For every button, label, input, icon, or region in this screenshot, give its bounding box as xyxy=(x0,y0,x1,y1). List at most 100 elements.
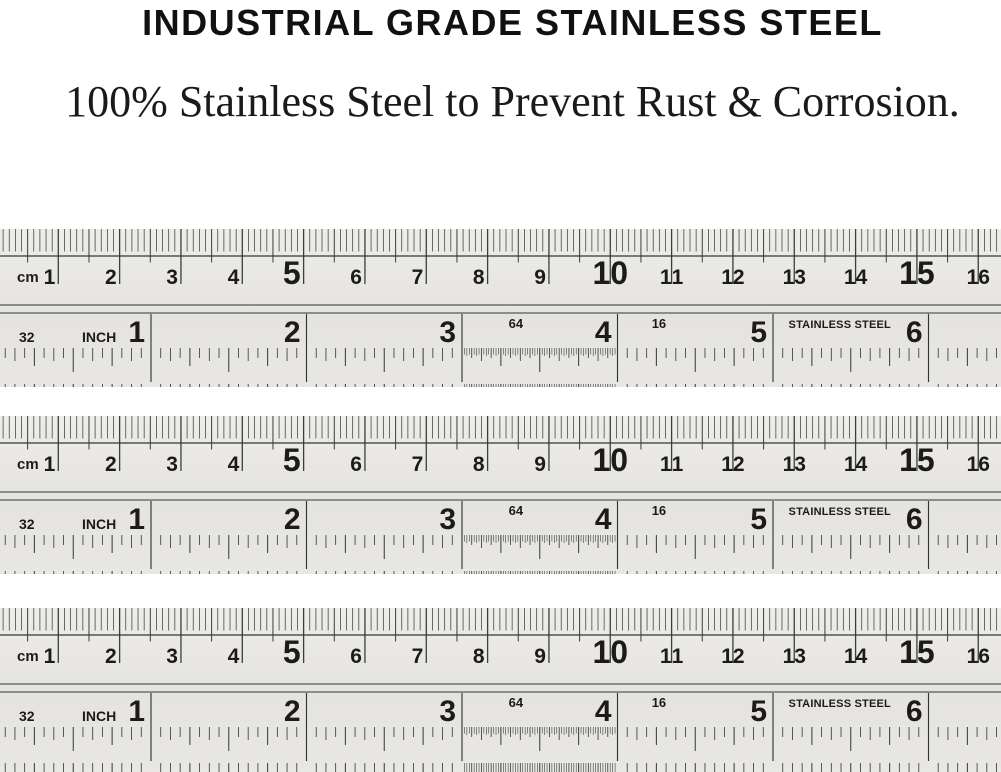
svg-text:6: 6 xyxy=(906,503,923,536)
svg-text:STAINLESS STEEL: STAINLESS STEEL xyxy=(789,506,891,518)
svg-text:3: 3 xyxy=(439,503,456,536)
svg-text:2: 2 xyxy=(105,453,117,476)
svg-text:3: 3 xyxy=(166,453,178,476)
svg-text:STAINLESS STEEL: STAINLESS STEEL xyxy=(789,698,891,710)
svg-text:1: 1 xyxy=(44,645,56,668)
svg-text:1: 1 xyxy=(660,453,672,476)
svg-text:4: 4 xyxy=(856,645,868,668)
svg-text:32: 32 xyxy=(19,329,35,345)
svg-text:1: 1 xyxy=(967,453,979,476)
svg-text:7: 7 xyxy=(412,645,424,668)
svg-text:5: 5 xyxy=(917,442,935,478)
svg-text:1: 1 xyxy=(672,266,684,289)
svg-text:5: 5 xyxy=(750,316,767,349)
svg-text:cm: cm xyxy=(17,456,39,473)
svg-text:6: 6 xyxy=(350,453,362,476)
svg-text:6: 6 xyxy=(350,266,362,289)
svg-text:cm: cm xyxy=(17,648,39,665)
svg-text:2: 2 xyxy=(105,645,117,668)
svg-text:32: 32 xyxy=(19,516,35,532)
svg-text:1: 1 xyxy=(592,442,610,478)
svg-text:3: 3 xyxy=(439,316,456,349)
svg-text:16: 16 xyxy=(652,695,666,710)
svg-text:3: 3 xyxy=(794,645,806,668)
svg-text:1: 1 xyxy=(44,266,56,289)
svg-text:1: 1 xyxy=(128,503,145,536)
svg-text:1: 1 xyxy=(844,645,856,668)
svg-text:1: 1 xyxy=(721,453,733,476)
svg-text:3: 3 xyxy=(794,453,806,476)
svg-text:1: 1 xyxy=(844,453,856,476)
svg-text:1: 1 xyxy=(672,453,684,476)
svg-text:0: 0 xyxy=(610,634,628,670)
svg-text:1: 1 xyxy=(592,634,610,670)
svg-text:5: 5 xyxy=(283,255,301,291)
svg-text:2: 2 xyxy=(105,266,117,289)
svg-text:INCH: INCH xyxy=(82,708,116,724)
svg-text:1: 1 xyxy=(592,255,610,291)
svg-text:4: 4 xyxy=(856,266,868,289)
svg-text:1: 1 xyxy=(721,645,733,668)
svg-text:6: 6 xyxy=(978,453,990,476)
svg-text:2: 2 xyxy=(733,453,745,476)
svg-text:1: 1 xyxy=(128,695,145,728)
svg-text:9: 9 xyxy=(534,453,546,476)
svg-text:3: 3 xyxy=(166,645,178,668)
svg-text:1: 1 xyxy=(899,634,917,670)
svg-text:cm: cm xyxy=(17,269,39,286)
svg-text:1: 1 xyxy=(967,266,979,289)
svg-text:1: 1 xyxy=(783,266,795,289)
svg-text:1: 1 xyxy=(660,645,672,668)
svg-text:6: 6 xyxy=(906,695,923,728)
svg-text:0: 0 xyxy=(610,255,628,291)
svg-text:0: 0 xyxy=(610,442,628,478)
svg-text:4: 4 xyxy=(595,695,612,728)
svg-text:4: 4 xyxy=(228,645,240,668)
svg-text:1: 1 xyxy=(660,266,672,289)
svg-text:9: 9 xyxy=(534,266,546,289)
svg-text:4: 4 xyxy=(228,266,240,289)
svg-text:9: 9 xyxy=(534,645,546,668)
svg-text:4: 4 xyxy=(595,503,612,536)
svg-text:1: 1 xyxy=(844,266,856,289)
svg-text:2: 2 xyxy=(284,695,301,728)
svg-text:5: 5 xyxy=(750,503,767,536)
svg-text:STAINLESS STEEL: STAINLESS STEEL xyxy=(789,319,891,331)
svg-text:1: 1 xyxy=(899,255,917,291)
svg-text:5: 5 xyxy=(283,442,301,478)
svg-text:7: 7 xyxy=(412,266,424,289)
svg-text:64: 64 xyxy=(509,503,524,518)
svg-text:1: 1 xyxy=(721,266,733,289)
svg-text:64: 64 xyxy=(509,316,524,331)
svg-text:2: 2 xyxy=(733,645,745,668)
svg-text:8: 8 xyxy=(473,645,485,668)
svg-text:16: 16 xyxy=(652,503,666,518)
svg-text:4: 4 xyxy=(228,453,240,476)
svg-text:16: 16 xyxy=(652,316,666,331)
svg-text:8: 8 xyxy=(473,266,485,289)
svg-text:64: 64 xyxy=(509,695,524,710)
svg-text:INCH: INCH xyxy=(82,516,116,532)
svg-text:4: 4 xyxy=(595,316,612,349)
svg-text:5: 5 xyxy=(283,634,301,670)
svg-text:6: 6 xyxy=(978,645,990,668)
svg-text:2: 2 xyxy=(284,316,301,349)
svg-text:6: 6 xyxy=(906,316,923,349)
svg-text:5: 5 xyxy=(917,634,935,670)
svg-text:2: 2 xyxy=(284,503,301,536)
svg-text:3: 3 xyxy=(794,266,806,289)
svg-text:1: 1 xyxy=(672,645,684,668)
svg-text:4: 4 xyxy=(856,453,868,476)
svg-text:3: 3 xyxy=(166,266,178,289)
svg-text:1: 1 xyxy=(967,645,979,668)
svg-text:1: 1 xyxy=(783,645,795,668)
svg-text:7: 7 xyxy=(412,453,424,476)
svg-text:6: 6 xyxy=(350,645,362,668)
svg-text:5: 5 xyxy=(917,255,935,291)
svg-text:8: 8 xyxy=(473,453,485,476)
svg-text:32: 32 xyxy=(19,708,35,724)
svg-text:6: 6 xyxy=(978,266,990,289)
svg-text:INCH: INCH xyxy=(82,329,116,345)
svg-text:1: 1 xyxy=(899,442,917,478)
svg-text:1: 1 xyxy=(128,316,145,349)
